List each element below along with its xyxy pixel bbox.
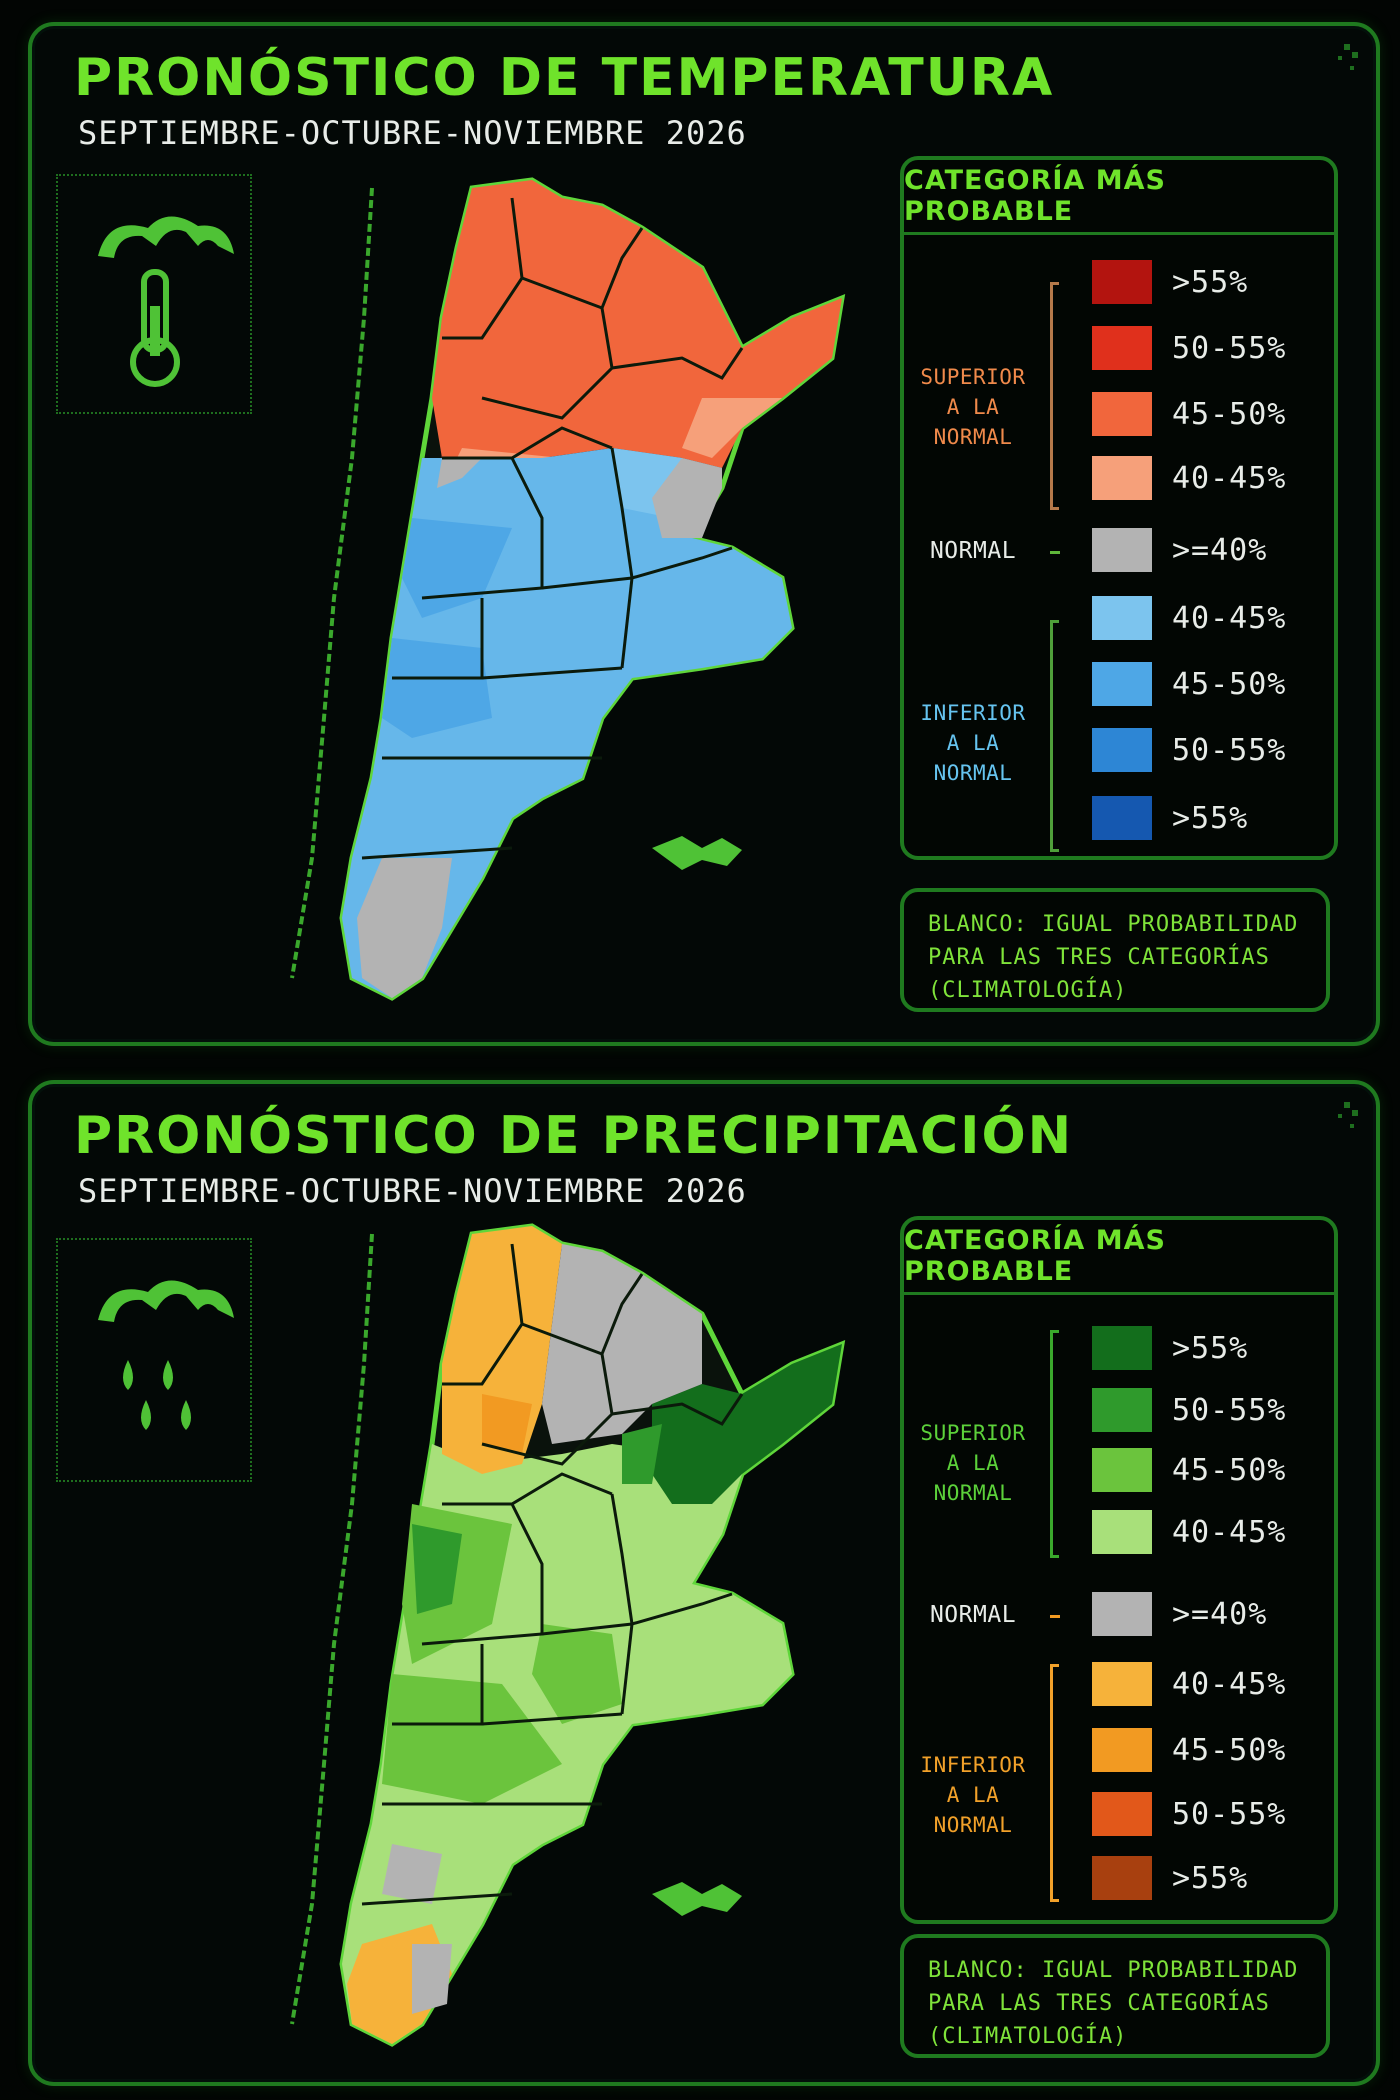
legend-header: CATEGORÍA MÁS PROBABLE xyxy=(904,1220,1334,1295)
legend-swatch xyxy=(1092,260,1152,304)
region-superior-45-50 xyxy=(432,180,842,468)
legend-item: 40-45% xyxy=(1092,454,1312,502)
temperature-forecast-map xyxy=(182,158,902,1038)
superior-bracket xyxy=(1050,282,1059,510)
legend-item: >55% xyxy=(1092,794,1312,842)
legend-swatch xyxy=(1092,1856,1152,1900)
thermometer-cloud-icon xyxy=(56,174,252,414)
legend-swatch xyxy=(1092,728,1152,772)
legend-item: >=40% xyxy=(1092,1590,1312,1638)
legend-item: >55% xyxy=(1092,258,1312,306)
legend-swatch xyxy=(1092,528,1152,572)
superior-label: SUPERIOR A LA NORMAL xyxy=(920,1421,1026,1505)
legend-item: 40-45% xyxy=(1092,1660,1312,1708)
legend-swatch xyxy=(1092,1592,1152,1636)
legend-item: 50-55% xyxy=(1092,726,1312,774)
legend-swatch xyxy=(1092,1448,1152,1492)
climatology-note: BLANCO: IGUAL PROBABILIDAD PARA LAS TRES… xyxy=(900,1934,1330,2058)
legend-item: 45-50% xyxy=(1092,1446,1312,1494)
precipitation-panel: PRONÓSTICO DE PRECIPITACIÓN SEPTIEMBRE-O… xyxy=(28,1080,1380,2086)
inferior-bracket xyxy=(1050,1664,1059,1902)
legend-swatch xyxy=(1092,1792,1152,1836)
precipitation-title: PRONÓSTICO DE PRECIPITACIÓN xyxy=(74,1106,1074,1166)
normal-label: NORMAL xyxy=(929,1602,1017,1628)
legend-item: 45-50% xyxy=(1092,1726,1312,1774)
legend-item: >=40% xyxy=(1092,526,1312,574)
temperature-legend: CATEGORÍA MÁS PROBABLE SUPERIOR A LA NORM… xyxy=(900,156,1338,860)
legend-header: CATEGORÍA MÁS PROBABLE xyxy=(904,160,1334,235)
legend-item: >55% xyxy=(1092,1324,1312,1372)
normal-label: NORMAL xyxy=(929,538,1017,564)
normal-dash xyxy=(1050,551,1060,554)
temperature-panel: PRONÓSTICO DE TEMPERATURA SEPTIEMBRE-OCT… xyxy=(28,22,1380,1046)
precipitation-subtitle: SEPTIEMBRE-OCTUBRE-NOVIEMBRE 2026 xyxy=(78,1172,747,1210)
precipitation-legend: CATEGORÍA MÁS PROBABLE SUPERIOR A LA NORM… xyxy=(900,1216,1338,1924)
corner-pixel-decoration xyxy=(1338,44,1358,70)
inferior-label: INFERIOR A LA NORMAL xyxy=(920,701,1026,785)
legend-swatch xyxy=(1092,662,1152,706)
normal-dash xyxy=(1050,1615,1060,1618)
legend-item: 50-55% xyxy=(1092,1386,1312,1434)
legend-swatch xyxy=(1092,1662,1152,1706)
superior-bracket xyxy=(1050,1330,1059,1558)
legend-swatch xyxy=(1092,392,1152,436)
legend-swatch xyxy=(1092,1326,1152,1370)
corner-pixel-decoration xyxy=(1338,1102,1358,1128)
legend-item: 45-50% xyxy=(1092,660,1312,708)
legend-swatch xyxy=(1092,1728,1152,1772)
legend-item: >55% xyxy=(1092,1854,1312,1902)
temperature-title: PRONÓSTICO DE TEMPERATURA xyxy=(74,48,1055,108)
precipitation-forecast-map xyxy=(182,1204,902,2082)
legend-swatch xyxy=(1092,796,1152,840)
climatology-note: BLANCO: IGUAL PROBABILIDAD PARA LAS TRES… xyxy=(900,888,1330,1012)
temperature-subtitle: SEPTIEMBRE-OCTUBRE-NOVIEMBRE 2026 xyxy=(78,114,747,152)
legend-swatch xyxy=(1092,326,1152,370)
legend-swatch xyxy=(1092,1388,1152,1432)
legend-item: 45-50% xyxy=(1092,390,1312,438)
legend-item: 50-55% xyxy=(1092,324,1312,372)
legend-swatch xyxy=(1092,1510,1152,1554)
inferior-label: INFERIOR A LA NORMAL xyxy=(920,1753,1026,1837)
legend-swatch xyxy=(1092,596,1152,640)
legend-item: 40-45% xyxy=(1092,1508,1312,1556)
legend-item: 40-45% xyxy=(1092,594,1312,642)
legend-item: 50-55% xyxy=(1092,1790,1312,1838)
rain-cloud-icon xyxy=(56,1238,252,1482)
inferior-bracket xyxy=(1050,620,1059,852)
superior-label: SUPERIOR A LA NORMAL xyxy=(920,365,1026,449)
legend-swatch xyxy=(1092,456,1152,500)
